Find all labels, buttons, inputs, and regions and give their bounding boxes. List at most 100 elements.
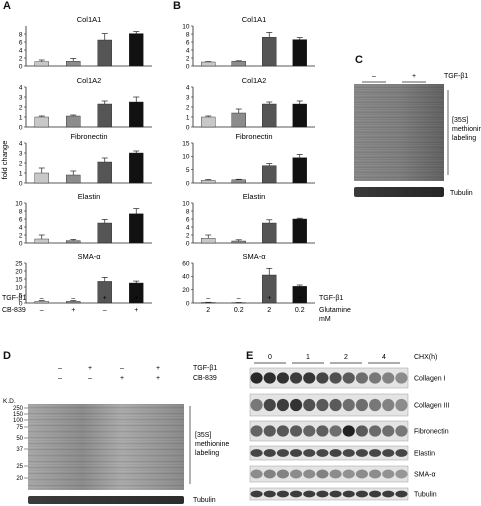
panel-e-band — [276, 490, 289, 498]
y-tick-label: 8 — [19, 31, 23, 38]
panel-e-band — [290, 469, 303, 479]
subplot-title: Col1A2 — [77, 76, 102, 85]
bar — [97, 222, 112, 244]
panel-e-band — [395, 469, 408, 479]
bar — [201, 180, 216, 184]
panel-c-condition: – — [372, 73, 376, 80]
y-tick-label: 2 — [186, 232, 190, 239]
y-tick-label: 20 — [15, 268, 23, 275]
panel-e-band — [329, 449, 342, 457]
bar-value: 1 — [42, 115, 43, 116]
condition-label: mM — [319, 316, 331, 323]
panel-e-band — [290, 425, 303, 437]
panel-e-band — [316, 398, 329, 412]
y-tick-label: 60 — [182, 260, 190, 267]
y-tick-label: 15 — [15, 276, 23, 283]
panel-e-band — [369, 425, 382, 437]
y-tick-label: 8 — [186, 208, 190, 215]
y-tick-label: 4 — [19, 47, 23, 54]
subplot-title: Fibronectin — [70, 132, 107, 141]
panel-c-treatment: TGF-β1 — [444, 73, 468, 80]
subplot-title: SMA-α — [77, 252, 101, 261]
y-tick-label: 4 — [19, 224, 23, 231]
subplot-title: Fibronectin — [235, 132, 272, 141]
panel-e-band — [369, 469, 382, 479]
condition-value: 0.2 — [234, 307, 244, 314]
bar — [231, 240, 246, 244]
panel-e-band — [342, 398, 355, 412]
panel-e-band — [355, 490, 368, 498]
y-tick-label: 40 — [182, 274, 190, 281]
panel-d-condition: – — [58, 375, 62, 382]
panel-e-band — [316, 490, 329, 498]
bar — [34, 172, 49, 184]
y-tick-label: 10 — [182, 23, 190, 30]
panel-c-tubulin-blot — [354, 187, 444, 197]
panel-e-band — [369, 449, 382, 457]
y-tick-label: 6 — [186, 39, 190, 46]
panel-e-timepoint: 4 — [382, 354, 386, 361]
panel-c-labeling-label: methionine — [452, 126, 481, 133]
bar — [129, 101, 144, 128]
panel-e-band — [250, 372, 263, 384]
bar — [66, 174, 81, 184]
subplot-title: Col1A1 — [77, 15, 102, 24]
condition-label: Glutamine — [319, 307, 351, 314]
bar — [34, 238, 49, 244]
bar — [292, 157, 307, 184]
y-tick-label: 2 — [186, 55, 190, 62]
y-tick-label: 0 — [186, 300, 190, 307]
panel-e-band — [263, 449, 276, 457]
panel-e-band — [250, 449, 263, 457]
panel-e-band — [303, 490, 316, 498]
bar — [262, 222, 277, 244]
panel-d-tubulin-blot — [28, 496, 184, 504]
bar — [97, 103, 112, 128]
panel-e-band — [316, 449, 329, 457]
panel-e-band — [303, 425, 316, 437]
panel-c-labeling-label: [35S] — [452, 117, 468, 124]
y-tick-label: 4 — [186, 224, 190, 231]
panel-e-protein-label: Fibronectin — [414, 429, 449, 436]
panel-d-condition: – — [88, 375, 92, 382]
panel-e-band — [395, 490, 408, 498]
panel-d-marker-label: 100 — [13, 418, 24, 424]
panel-e-timepoint: 1 — [306, 354, 310, 361]
condition-value: + — [134, 307, 138, 314]
panel-e-band — [382, 425, 395, 437]
subplot-title: Elastin — [243, 192, 266, 201]
panel-e-band — [276, 372, 289, 384]
y-tick-label: 3 — [19, 150, 23, 157]
bar — [262, 37, 277, 67]
y-tick-label: 15 — [182, 140, 190, 147]
y-tick-label: 5 — [19, 292, 23, 299]
panel-e-band — [303, 398, 316, 412]
panel-e-blot-strip — [249, 445, 409, 461]
panel-letter-c: C — [355, 54, 363, 66]
y-tick-label: 8 — [186, 31, 190, 38]
panel-e-band — [369, 398, 382, 412]
y-tick-label: 25 — [15, 260, 23, 267]
bar — [97, 161, 112, 184]
bar — [129, 213, 144, 244]
panel-e-blot-strip — [249, 367, 409, 389]
panel-d-condition: – — [58, 365, 62, 372]
panel-d-marker-label: 50 — [16, 436, 23, 442]
panel-e-band — [369, 490, 382, 498]
panel-d-treatment-label: TGF-β1 — [193, 365, 217, 372]
panel-e-band — [342, 372, 355, 384]
y-tick-label: 10 — [15, 284, 23, 291]
panel-e-band — [382, 469, 395, 479]
panel-e-band — [303, 372, 316, 384]
bar — [231, 112, 246, 128]
y-tick-label: 6 — [19, 39, 23, 46]
condition-value: 2 — [206, 307, 210, 314]
y-tick-label: 1 — [19, 114, 23, 121]
panel-d-marker-label: 25 — [16, 464, 23, 470]
y-tick-label: 3 — [19, 94, 23, 101]
subplot-title: Col1A1 — [242, 15, 267, 24]
panel-e-band — [355, 398, 368, 412]
panel-e-band — [369, 372, 382, 384]
bar — [201, 237, 216, 244]
y-tick-label: 2 — [19, 55, 23, 62]
